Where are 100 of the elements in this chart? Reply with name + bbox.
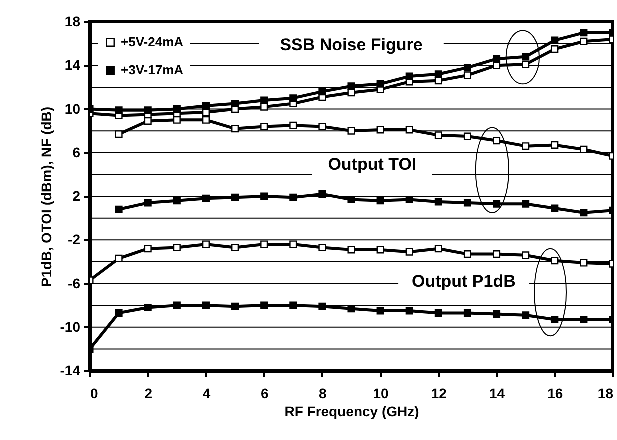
x-tick-label: 12 xyxy=(431,386,448,402)
point xyxy=(290,240,298,248)
point xyxy=(318,190,326,198)
point xyxy=(144,304,152,312)
point xyxy=(522,60,530,68)
point xyxy=(551,36,559,44)
point xyxy=(290,194,298,202)
point xyxy=(580,209,588,217)
point xyxy=(406,126,414,134)
point xyxy=(551,141,559,150)
point xyxy=(376,197,384,205)
x-tick-label: 14 xyxy=(489,386,506,402)
point xyxy=(434,132,442,140)
point xyxy=(522,142,530,150)
point xyxy=(464,309,472,317)
x-tick-label: 0 xyxy=(90,386,98,402)
y-tick-label: 10 xyxy=(64,100,81,117)
point xyxy=(580,316,588,324)
point xyxy=(348,82,356,90)
point xyxy=(260,192,268,200)
point xyxy=(318,122,326,130)
point xyxy=(173,105,181,114)
point xyxy=(551,257,559,265)
point xyxy=(173,116,181,124)
point xyxy=(348,89,356,97)
y-tick-label: -14 xyxy=(60,362,81,378)
x-tick-label: 10 xyxy=(373,386,390,402)
point xyxy=(202,302,210,310)
y-tick-label: -10 xyxy=(60,318,81,335)
x-tick-label: 18 xyxy=(598,386,614,402)
point xyxy=(464,250,472,258)
point xyxy=(580,146,588,154)
point xyxy=(318,302,326,310)
annotation: Output P1dB xyxy=(412,272,516,292)
y-axis-title: P1dB, OTOI (dBm), NF (dB) xyxy=(38,106,54,288)
point xyxy=(434,198,442,206)
point xyxy=(232,100,240,108)
x-axis-title: RF Frequency (GHz) xyxy=(284,404,420,420)
point xyxy=(434,309,442,317)
annotation: SSB Noise Figure xyxy=(280,36,423,55)
point xyxy=(406,248,414,256)
y-tick-label: 6 xyxy=(72,144,81,160)
point xyxy=(580,259,588,267)
point xyxy=(406,307,414,315)
point xyxy=(434,70,442,78)
point xyxy=(551,316,559,324)
point xyxy=(290,302,298,310)
point xyxy=(493,55,501,63)
point xyxy=(406,72,414,80)
point xyxy=(376,126,384,134)
x-tick-label: 16 xyxy=(548,386,564,402)
x-tick-label: 8 xyxy=(319,386,328,402)
legend-label: +5V-24mA xyxy=(121,34,184,50)
point xyxy=(493,200,501,208)
point xyxy=(376,80,384,88)
point xyxy=(290,122,298,130)
point xyxy=(202,102,210,110)
annotation: Output TOI xyxy=(328,155,417,174)
point xyxy=(115,206,123,214)
point xyxy=(493,137,501,145)
point xyxy=(493,310,501,318)
y-tick-label: 14 xyxy=(64,57,81,74)
point xyxy=(522,252,530,260)
point xyxy=(348,246,356,254)
point xyxy=(522,53,530,61)
point xyxy=(551,204,559,212)
point xyxy=(522,200,530,208)
point xyxy=(260,302,268,310)
point xyxy=(173,244,181,252)
point xyxy=(260,122,268,130)
point xyxy=(580,29,588,37)
point xyxy=(173,197,181,205)
y-tick-label: -2 xyxy=(68,232,81,248)
point xyxy=(290,94,298,102)
legend-label: +3V-17mA xyxy=(121,62,184,78)
point xyxy=(348,196,356,204)
point xyxy=(551,46,559,54)
point xyxy=(232,125,240,133)
x-tick-label: 6 xyxy=(260,386,269,402)
point xyxy=(202,116,210,124)
x-tick-label: 2 xyxy=(144,386,153,402)
point xyxy=(144,117,152,126)
x-tick-label: 4 xyxy=(202,386,211,402)
point xyxy=(232,194,240,202)
point xyxy=(318,88,326,96)
y-tick-label: 18 xyxy=(64,14,81,30)
point xyxy=(464,199,472,207)
point xyxy=(522,312,530,320)
point xyxy=(464,132,472,140)
point xyxy=(318,244,326,252)
point xyxy=(406,196,414,204)
point xyxy=(144,106,152,114)
point xyxy=(144,199,152,207)
point xyxy=(115,254,123,262)
point xyxy=(348,305,356,313)
y-tick-label: 2 xyxy=(72,188,81,204)
point xyxy=(115,130,123,138)
point xyxy=(348,127,356,135)
point xyxy=(434,245,442,253)
point xyxy=(202,240,210,248)
